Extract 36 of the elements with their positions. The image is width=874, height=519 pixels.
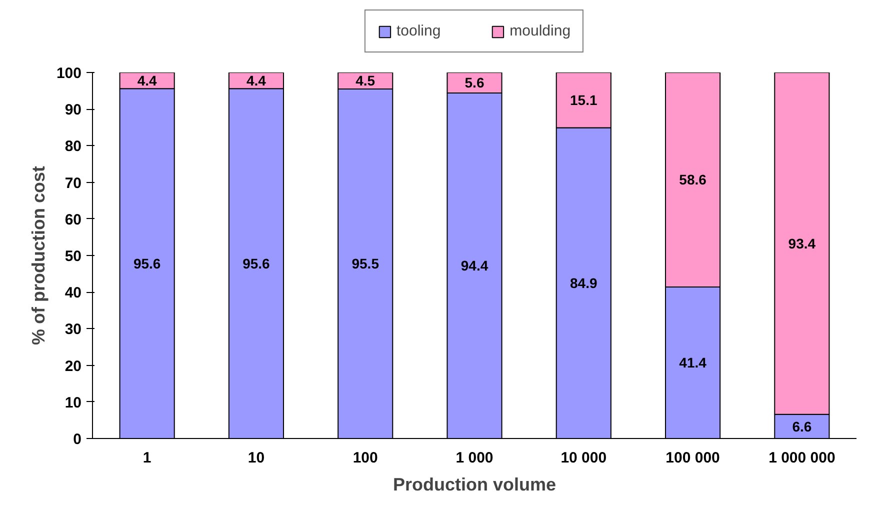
data-label: 5.6 [464, 74, 484, 91]
data-label: 4.5 [356, 72, 376, 89]
legend-label: tooling [396, 22, 441, 40]
x-tick-label: 10 [248, 450, 265, 466]
x-tick-label: 10 000 [560, 450, 607, 466]
x-tick-label: 1 000 [456, 450, 494, 466]
y-tick-label: 50 [64, 248, 82, 265]
y-tick-label: 0 [73, 431, 82, 448]
y-tick-label: 20 [64, 358, 82, 375]
data-label: 95.6 [133, 256, 161, 272]
y-axis-title: % of production cost [28, 166, 48, 345]
data-label: 41.4 [679, 354, 707, 371]
data-label: 4.4 [137, 72, 158, 89]
legend-label: moulding [510, 22, 571, 40]
data-label: 95.6 [242, 256, 270, 272]
y-tick-label: 10 [64, 394, 82, 412]
x-axis-title: Production volume [392, 474, 556, 494]
data-label: 84.9 [570, 275, 598, 292]
data-label: 93.4 [788, 235, 816, 252]
x-tick-label: 100 [352, 450, 378, 466]
data-label: 4.4 [246, 72, 266, 89]
y-tick-label: 90 [64, 102, 82, 119]
y-tick-label: 40 [64, 284, 82, 302]
data-label: 94.4 [460, 258, 488, 274]
y-tick-label: 70 [64, 174, 82, 192]
x-tick-label: 1 000 000 [768, 450, 836, 466]
data-label: 15.1 [570, 92, 598, 108]
data-label: 95.5 [352, 256, 380, 272]
y-tick-label: 60 [64, 211, 82, 228]
data-label: 58.6 [679, 172, 707, 188]
x-tick-label: 100 000 [666, 450, 720, 466]
y-tick-label: 100 [56, 65, 82, 82]
data-label: 6.6 [792, 418, 812, 434]
y-tick-label: 30 [64, 321, 82, 338]
y-tick-label: 80 [64, 138, 82, 156]
x-tick-label: 1 [142, 450, 152, 466]
